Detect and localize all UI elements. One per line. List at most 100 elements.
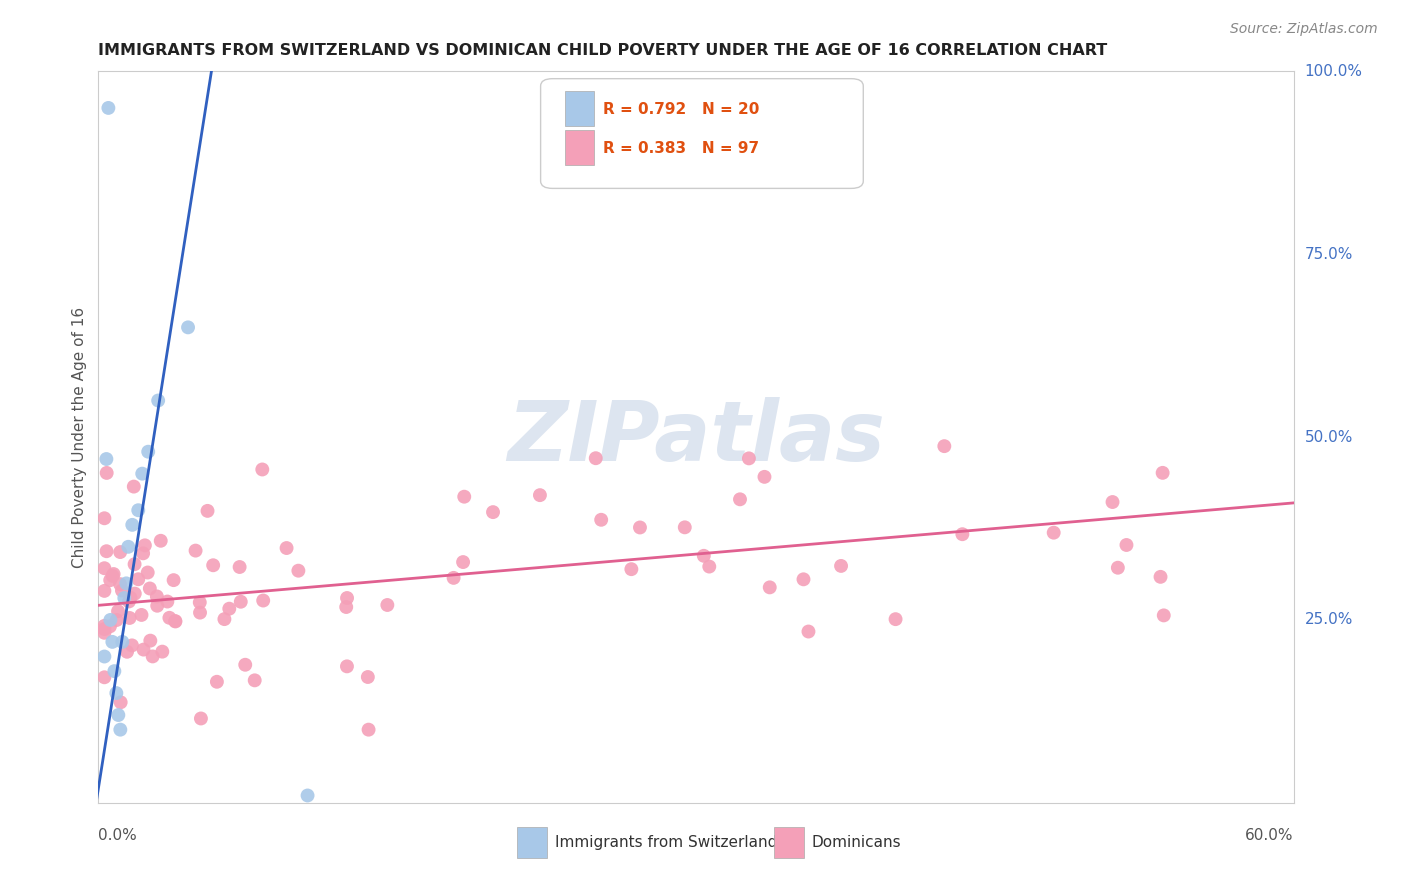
Point <box>830 558 852 573</box>
Point <box>148 393 170 408</box>
Point <box>139 582 162 596</box>
Point <box>150 645 173 659</box>
Text: R = 0.383   N = 97: R = 0.383 N = 97 <box>603 141 759 156</box>
Point <box>673 520 696 534</box>
Point <box>738 451 761 466</box>
Point <box>156 594 179 608</box>
Point <box>693 549 716 563</box>
Text: Source: ZipAtlas.com: Source: ZipAtlas.com <box>1230 22 1378 37</box>
Point <box>112 591 135 605</box>
Point <box>124 586 146 600</box>
Point <box>451 555 474 569</box>
Point <box>482 505 505 519</box>
Point <box>233 657 256 672</box>
Point <box>117 540 139 554</box>
Point <box>131 467 153 481</box>
Point <box>165 614 187 628</box>
Point <box>107 708 129 723</box>
Point <box>357 723 380 737</box>
Point <box>142 649 165 664</box>
Text: ZIPatlas: ZIPatlas <box>508 397 884 477</box>
Point <box>443 571 465 585</box>
Point <box>115 576 138 591</box>
Bar <box>565 130 595 165</box>
Point <box>190 711 212 725</box>
Point <box>93 619 115 633</box>
Point <box>108 545 131 559</box>
Point <box>375 598 398 612</box>
FancyBboxPatch shape <box>541 78 863 188</box>
Point <box>118 594 141 608</box>
Text: 0.0%: 0.0% <box>98 828 138 843</box>
Point <box>136 566 159 580</box>
Point <box>121 639 143 653</box>
Text: 100.0%: 100.0% <box>1305 64 1362 78</box>
Point <box>188 606 211 620</box>
Point <box>101 569 124 583</box>
Bar <box>773 827 804 858</box>
Point <box>184 543 207 558</box>
Point <box>628 520 651 534</box>
Bar <box>517 827 547 858</box>
Text: R = 0.792   N = 20: R = 0.792 N = 20 <box>603 102 759 117</box>
Point <box>335 600 357 615</box>
Point <box>754 470 776 484</box>
Point <box>1149 570 1171 584</box>
Point <box>758 580 780 594</box>
Point <box>97 101 120 115</box>
Point <box>792 572 814 586</box>
Point <box>243 673 266 688</box>
Text: 60.0%: 60.0% <box>1246 828 1294 843</box>
Point <box>146 590 169 604</box>
Point <box>93 649 115 664</box>
Point <box>103 567 125 582</box>
Point <box>252 593 274 607</box>
Point <box>111 635 134 649</box>
Point <box>101 635 124 649</box>
Point <box>93 583 115 598</box>
Point <box>107 604 129 618</box>
Point <box>177 320 200 334</box>
Point <box>1042 525 1064 540</box>
Point <box>336 591 359 605</box>
Point <box>118 611 141 625</box>
Point <box>218 601 240 615</box>
Point <box>98 573 121 587</box>
Point <box>134 538 156 552</box>
Point <box>124 558 146 572</box>
Point <box>103 664 125 678</box>
Point <box>110 723 132 737</box>
Point <box>297 789 319 803</box>
Point <box>93 511 115 525</box>
Point <box>165 615 187 629</box>
Point <box>197 504 219 518</box>
Point <box>157 611 180 625</box>
Point <box>205 674 228 689</box>
Point <box>93 670 115 684</box>
Point <box>93 622 115 636</box>
Text: Dominicans: Dominicans <box>811 835 901 850</box>
Bar <box>565 91 595 127</box>
Point <box>728 492 751 507</box>
Point <box>122 480 145 494</box>
Point <box>121 517 143 532</box>
Point <box>591 513 613 527</box>
Point <box>620 562 643 576</box>
Point <box>1153 608 1175 623</box>
Point <box>228 560 250 574</box>
Point <box>214 612 236 626</box>
Point <box>98 613 122 627</box>
Point <box>98 619 121 633</box>
Point <box>146 599 169 613</box>
Text: Immigrants from Switzerland: Immigrants from Switzerland <box>555 835 778 850</box>
Point <box>276 541 298 555</box>
Point <box>287 564 309 578</box>
Point <box>202 558 225 573</box>
Point <box>132 642 155 657</box>
Point <box>357 670 380 684</box>
Point <box>120 591 142 605</box>
Point <box>105 613 128 627</box>
Point <box>252 462 274 476</box>
Point <box>96 452 118 467</box>
Point <box>110 695 132 709</box>
